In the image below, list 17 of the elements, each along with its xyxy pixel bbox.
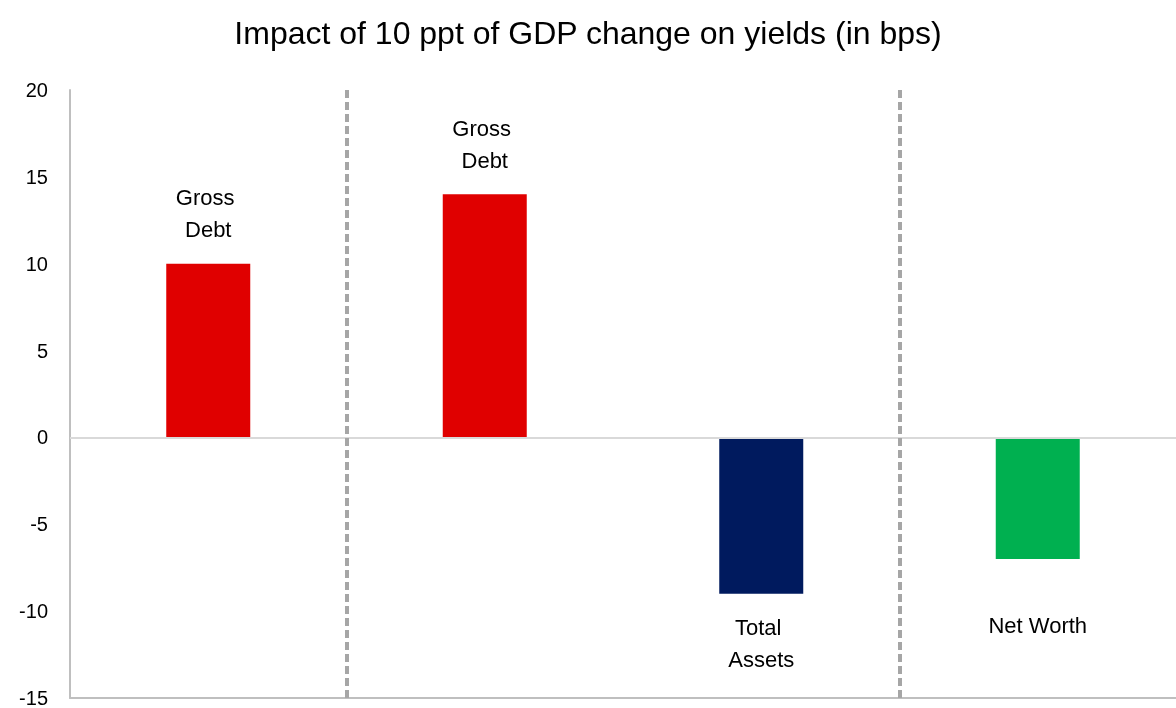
y-tick-label: -5	[30, 513, 48, 536]
x-tick-label: Gross Debt	[452, 115, 518, 173]
y-tick-label: 20	[25, 79, 48, 101]
x-tick-label: Total Assets	[728, 615, 795, 673]
bar	[166, 263, 251, 438]
bar	[442, 194, 527, 438]
x-tick-label: Net Worth	[988, 612, 1088, 638]
bar	[995, 437, 1080, 560]
y-tick-label: 15	[25, 165, 48, 188]
y-tick-label: 10	[25, 252, 48, 275]
bar	[719, 437, 804, 594]
chart-title: Impact of 10 ppt of GDP change on yields (in bps)	[234, 15, 942, 51]
x-tick-label: Gross Debt	[175, 185, 241, 243]
y-tick-label: -15	[19, 687, 48, 708]
y-tick-label: 5	[36, 339, 48, 362]
y-tick-label: -10	[19, 600, 48, 623]
y-tick-label: 0	[36, 426, 48, 449]
